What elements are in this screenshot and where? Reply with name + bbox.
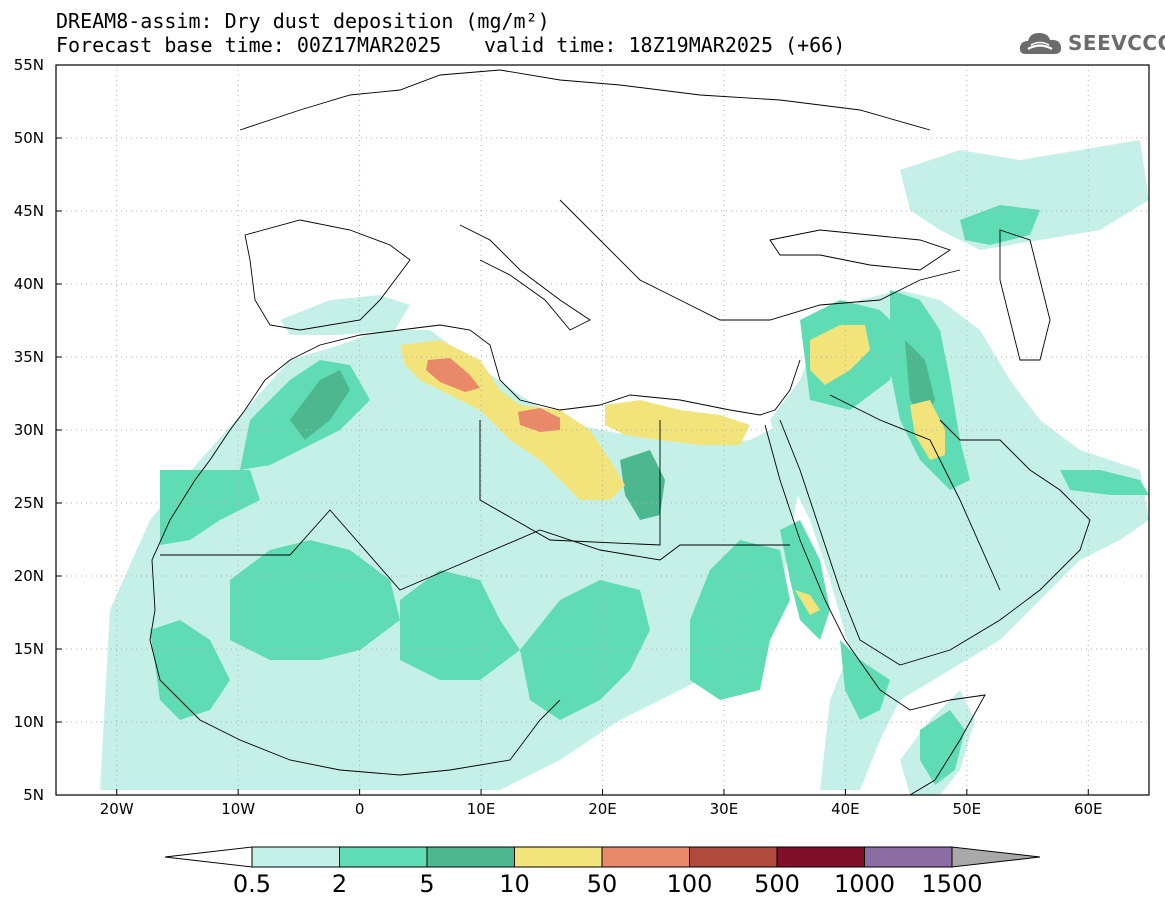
lat-tick-label: 15N <box>13 640 44 658</box>
lon-tick-label: 20W <box>99 800 134 818</box>
colorbar-segment <box>251 846 340 868</box>
coast-west-africa <box>149 409 561 776</box>
dust-area-yemen <box>840 640 890 720</box>
colorbar-label: 10 <box>499 870 530 898</box>
lon-tick-label: 30E <box>709 800 739 818</box>
lat-tick-label: 20N <box>13 567 44 585</box>
colorbar-lower-extend <box>164 846 253 868</box>
colorbar-label: 0.5 <box>232 870 272 898</box>
dust-area-sudan <box>690 540 790 700</box>
dust-core-libya <box>518 408 560 432</box>
colorbar-segment <box>426 846 515 868</box>
dust-area-syria <box>810 325 870 385</box>
dust-area-egypt-coast <box>605 400 750 445</box>
dust-area-caucasus <box>960 205 1040 245</box>
dust-area-iberia <box>280 295 410 335</box>
valid-time: valid time: 18Z19MAR2025 (+66) <box>484 33 846 57</box>
colorbar-label: 50 <box>586 870 618 898</box>
colorbar-segment <box>776 846 865 868</box>
logo-text: SEEVCCC <box>1068 31 1165 55</box>
dust-area-somalia <box>920 710 965 785</box>
dust-core-tunisia <box>426 358 480 392</box>
map-gridlines <box>56 65 1149 795</box>
seevccc-logo: SEEVCCC <box>1018 26 1165 60</box>
axis-ticks <box>56 64 1089 796</box>
coast-north-africa <box>244 324 801 416</box>
lat-tick-label: 45N <box>13 202 44 220</box>
cloud-logo-icon <box>1019 33 1062 54</box>
lat-tick-label: 25N <box>13 494 44 512</box>
dust-area-kuwait <box>910 400 945 460</box>
lat-tick-label: 30N <box>13 421 44 439</box>
lon-tick-label: 60E <box>1073 800 1103 818</box>
colorbar-label: 2 <box>331 870 348 898</box>
lat-tick-label: 5N <box>23 786 44 804</box>
coast-black-sea <box>769 229 952 271</box>
lon-tick-label: 10W <box>221 800 256 818</box>
lon-tick-label: 50E <box>952 800 982 818</box>
colorbar-segment <box>689 846 778 868</box>
dust-area-atlas <box>290 370 350 440</box>
dust-field <box>100 140 1149 795</box>
coast-caspian <box>999 229 1051 361</box>
colorbar-segment <box>339 846 428 868</box>
border-arabia <box>829 394 1001 591</box>
border-central <box>479 420 661 546</box>
lat-tick-label: 50N <box>13 129 44 147</box>
dust-area-red-sea-coast <box>795 590 820 615</box>
colorbar-segment <box>514 846 603 868</box>
lat-tick-label: 10N <box>13 713 44 731</box>
colorbar-segment <box>864 846 953 868</box>
dust-area-west-coast <box>160 470 260 545</box>
coast-europe-north <box>239 69 931 131</box>
lon-tick-label: 40E <box>831 800 860 818</box>
colorbar-label: 1000 <box>833 870 896 898</box>
dust-area-iraq <box>905 340 935 420</box>
border-sahel <box>160 509 790 591</box>
dust-area-mali <box>230 540 400 660</box>
colorbar-label: 1500 <box>921 870 983 898</box>
dust-area-chad <box>520 580 650 720</box>
dust-area-senegal <box>150 620 230 720</box>
coast-iberia <box>244 219 411 331</box>
dust-area-iran <box>1060 470 1149 495</box>
lat-tick-label: 40N <box>13 275 44 293</box>
lat-tick-label: 35N <box>13 348 44 366</box>
coast-horn <box>879 689 986 795</box>
colorbar-segment <box>601 846 690 868</box>
colorbar-label: 5 <box>419 870 435 898</box>
map-title: DREAM8-assim: Dry dust deposition (mg/m²… <box>56 9 550 33</box>
lon-tick-label: 20E <box>588 800 617 818</box>
coast-arabia <box>779 419 1091 666</box>
colorbar-upper-extend <box>951 846 1041 868</box>
colorbar-label: 500 <box>754 870 800 898</box>
coast-balkans-turkey <box>559 199 961 321</box>
lat-tick-label: 55N <box>13 56 44 74</box>
colorbar <box>164 846 1041 868</box>
coastlines <box>149 69 1091 795</box>
lon-tick-label: 0 <box>354 800 365 818</box>
forecast-base-time: Forecast base time: 00Z17MAR2025 <box>56 33 442 57</box>
coast-red-sea-west <box>764 424 881 691</box>
dust-area-niger <box>400 570 520 680</box>
lon-tick-label: 10E <box>466 800 496 818</box>
coast-italy <box>459 224 591 331</box>
colorbar-label: 100 <box>666 870 713 898</box>
